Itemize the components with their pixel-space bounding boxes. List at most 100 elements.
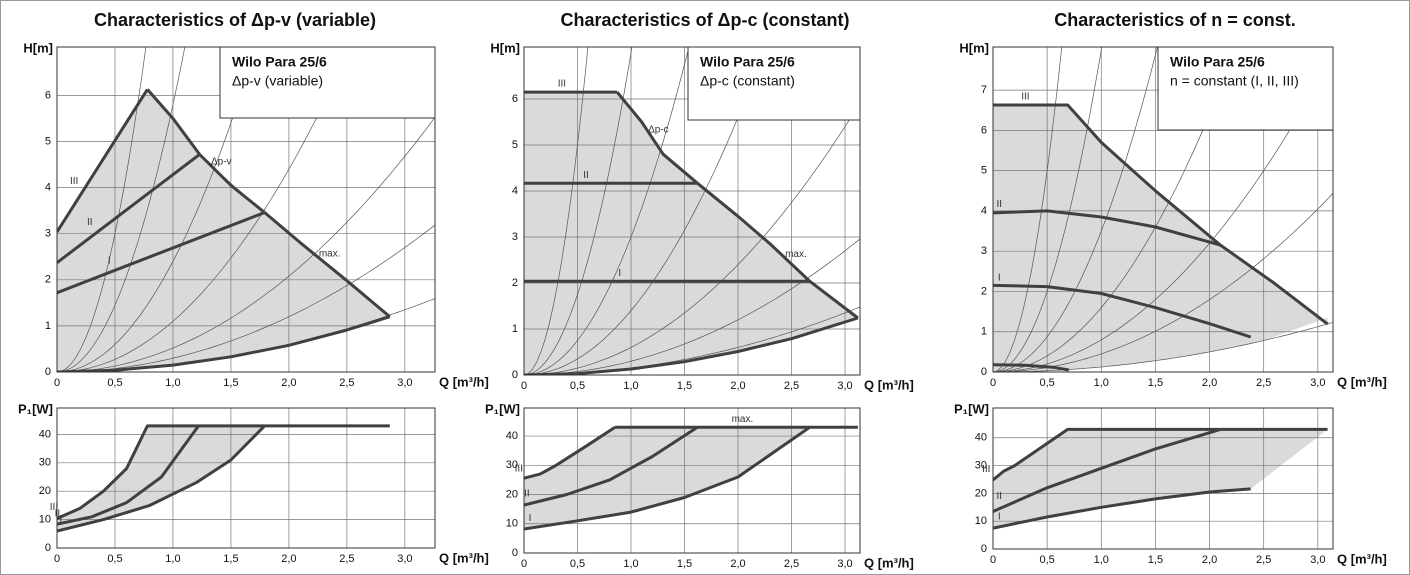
x-tick-label: 0	[521, 380, 527, 392]
curve	[993, 283, 1252, 339]
curve-label: III	[50, 502, 58, 513]
x-tick-label: 0	[521, 558, 527, 570]
x-tick-label: 1,0	[165, 553, 180, 565]
system-curve	[524, 47, 633, 375]
y-tick-label: 6	[512, 93, 518, 105]
x-axis-label: Q [m³/h]	[864, 377, 914, 392]
system-curve	[993, 47, 1237, 372]
plot	[993, 47, 1333, 372]
x-tick-label: 1,5	[1148, 554, 1163, 566]
y-tick-label: 30	[975, 459, 987, 471]
y-tick-label: 1	[45, 320, 51, 332]
curve	[993, 487, 1251, 530]
y-axis-label: P₁[W]	[485, 401, 520, 416]
x-axis-label: Q [m³/h]	[1337, 551, 1387, 566]
y-tick-label: 10	[975, 515, 987, 527]
curve	[57, 424, 390, 520]
y-tick-label: 40	[975, 432, 987, 444]
x-tick-label: 3,0	[1310, 377, 1325, 389]
y-tick-label: 20	[975, 487, 987, 499]
info-box-text: Δp-v (variable)	[232, 73, 323, 89]
plot	[993, 408, 1333, 549]
curve-label: I	[108, 255, 111, 266]
y-tick-label: 40	[506, 430, 518, 442]
info-box-text: n = constant (I, II, III)	[1170, 73, 1299, 89]
x-tick-label: 3,0	[1310, 554, 1325, 566]
x-tick-label: 3,0	[837, 380, 852, 392]
curve-label: III	[1021, 92, 1029, 103]
system-curve	[57, 47, 351, 372]
curve-label: III	[558, 79, 566, 90]
curve	[993, 363, 1070, 372]
plot	[524, 408, 860, 553]
x-tick-label: 2,5	[784, 380, 799, 392]
curve	[57, 211, 266, 295]
y-tick-label: 3	[981, 245, 987, 257]
curve-label: II	[87, 217, 93, 228]
x-tick-label: 2,5	[1256, 377, 1271, 389]
x-tick-label: 2,5	[1256, 554, 1271, 566]
curve-label: I	[529, 513, 532, 524]
y-tick-label: 0	[512, 369, 518, 381]
shaded-area	[524, 92, 858, 375]
x-tick-label: 1,0	[623, 558, 638, 570]
y-tick-label: 0	[981, 366, 987, 378]
x-tick-label: 0,5	[570, 558, 585, 570]
x-tick-label: 0,5	[1039, 377, 1054, 389]
x-axis-label: Q [m³/h]	[439, 374, 489, 389]
curve-label: II	[996, 491, 1002, 502]
y-tick-label: 1	[512, 323, 518, 335]
y-tick-label: 4	[512, 185, 518, 197]
x-tick-label: 2,5	[339, 553, 354, 565]
curve	[57, 315, 391, 372]
info-box	[1157, 46, 1334, 131]
y-tick-label: 10	[39, 514, 51, 526]
y-tick-label: 20	[506, 488, 518, 500]
x-tick-label: 2,0	[281, 553, 296, 565]
system-curve	[993, 47, 1158, 372]
x-tick-label: 1,0	[1094, 377, 1109, 389]
curve	[993, 427, 1221, 513]
curve	[993, 427, 1328, 482]
x-tick-label: 0,5	[570, 380, 585, 392]
info-box	[219, 46, 436, 119]
chart-title: Characteristics of Δp-c (constant)	[561, 10, 850, 30]
y-tick-label: 0	[512, 547, 518, 559]
curve	[57, 153, 201, 264]
curve-label: max.	[732, 414, 754, 425]
x-tick-label: 1,0	[165, 377, 180, 389]
y-tick-label: 4	[45, 182, 51, 194]
y-axis-label: P₁[W]	[954, 401, 989, 416]
shaded-area	[993, 104, 1328, 372]
curve	[263, 211, 391, 318]
curve-label: II	[996, 199, 1002, 210]
y-tick-label: 0	[45, 542, 51, 554]
x-tick-label: 0	[54, 377, 60, 389]
x-tick-label: 1,5	[677, 558, 692, 570]
x-tick-label: 2,0	[1202, 377, 1217, 389]
shaded-area	[993, 429, 1328, 529]
curve-label: I	[998, 272, 1001, 283]
info-box-title: Wilo Para 25/6	[1170, 54, 1265, 70]
plot	[57, 408, 435, 548]
x-axis-label: Q [m³/h]	[1337, 374, 1387, 389]
x-tick-label: 0,5	[107, 377, 122, 389]
x-tick-label: 2,5	[784, 558, 799, 570]
system-curve	[524, 102, 860, 375]
x-tick-label: 0,5	[1039, 554, 1054, 566]
system-curve	[993, 47, 1103, 372]
y-tick-label: 6	[45, 89, 51, 101]
x-tick-label: 2,0	[281, 377, 296, 389]
shaded-area	[57, 89, 390, 372]
system-curve	[524, 47, 589, 375]
x-tick-label: 2,5	[339, 377, 354, 389]
curve	[524, 426, 699, 507]
x-tick-label: 3,0	[837, 558, 852, 570]
y-tick-label: 5	[45, 135, 51, 147]
curve	[696, 182, 859, 320]
y-tick-label: 10	[506, 518, 518, 530]
x-tick-label: 2,0	[730, 558, 745, 570]
curve	[57, 425, 200, 526]
